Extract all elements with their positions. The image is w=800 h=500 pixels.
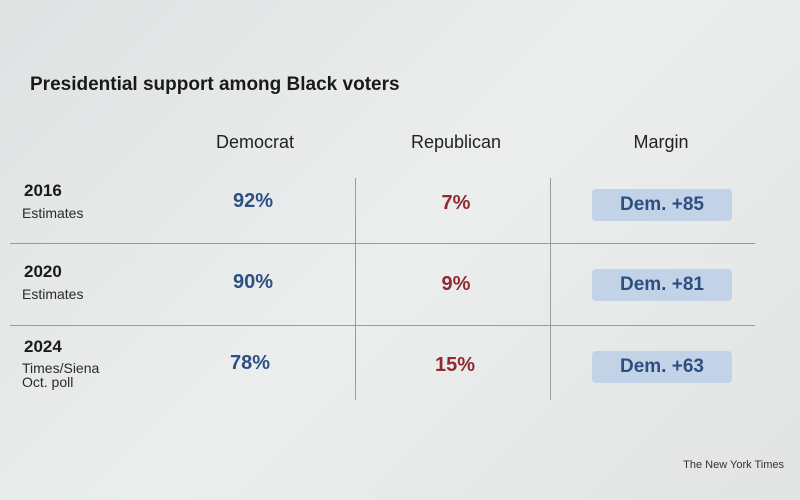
democrat-cell: 78% (229, 352, 271, 374)
column-header: Republican (410, 132, 502, 152)
democrat-cell: 92% (232, 190, 274, 212)
margin-badge: Dem. +85 (592, 189, 732, 221)
row-label: Times/Siena Oct. poll (22, 360, 100, 390)
democrat-cell: 90% (232, 271, 274, 293)
row-divider (10, 325, 755, 326)
republican-cell: 15% (434, 354, 476, 376)
margin-badge: Dem. +63 (592, 351, 732, 383)
row-label: Estimates (22, 286, 84, 302)
title: Presidential support among Black voters (30, 74, 400, 95)
row-divider (10, 243, 755, 244)
republican-cell: 9% (441, 273, 471, 295)
margin-badge: Dem. +81 (592, 269, 732, 301)
column-divider (355, 178, 356, 400)
column-header: Democrat (215, 132, 295, 152)
column-divider (550, 178, 551, 400)
republican-cell: 7% (441, 192, 471, 214)
column-header: Margin (633, 132, 689, 152)
source-credit: The New York Times (683, 459, 784, 471)
row-label: Estimates (22, 205, 84, 221)
row-year: 2016 (24, 181, 62, 200)
row-year: 2020 (24, 262, 62, 281)
row-year: 2024 (24, 337, 62, 356)
